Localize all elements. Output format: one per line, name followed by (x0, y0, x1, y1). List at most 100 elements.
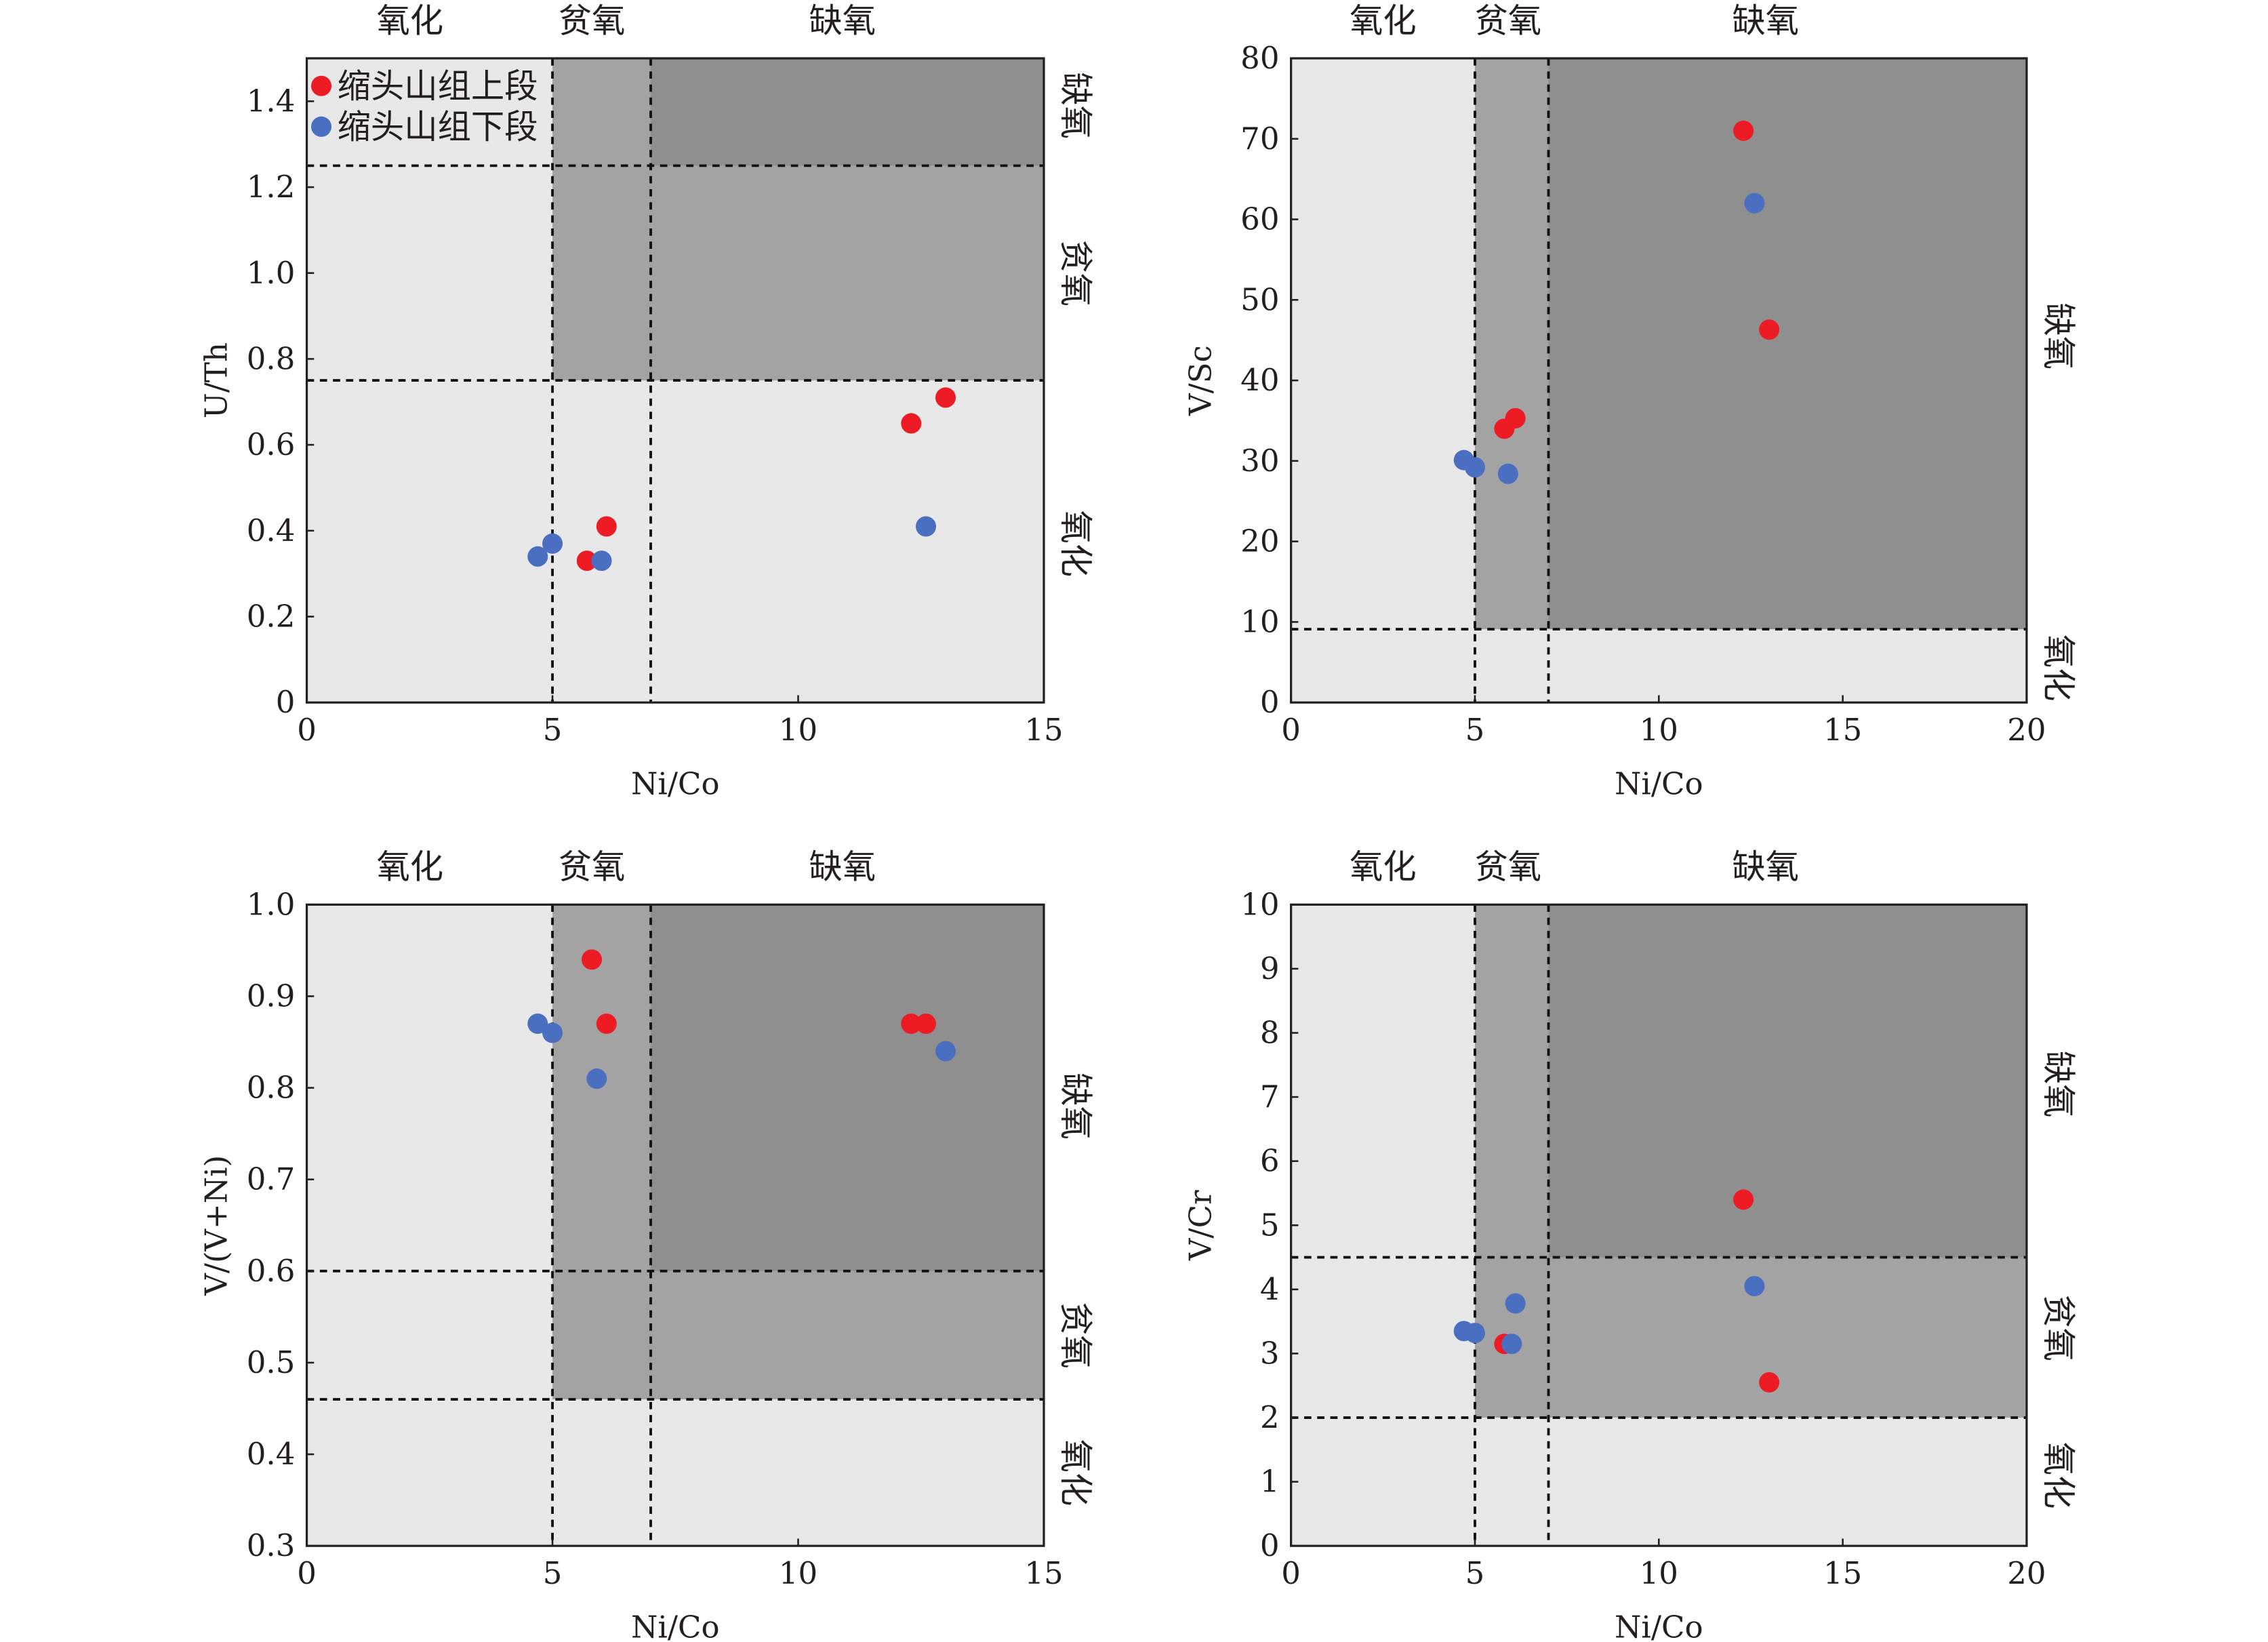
data-point-blue (1464, 1323, 1485, 1344)
data-point-blue (542, 1022, 563, 1043)
y-tick-label: 30 (1240, 443, 1279, 479)
y-axis-label: V/Sc (1183, 345, 1219, 416)
y-tick-label: 1.0 (247, 886, 296, 922)
y-tick-label: 2 (1260, 1399, 1280, 1435)
y-tick-label: 0.6 (247, 426, 296, 462)
zone-label-right: 氧化 (1056, 510, 1095, 577)
y-tick-label: 20 (1240, 523, 1279, 559)
data-point-blue (542, 533, 563, 554)
zone-label-top: 贫氧 (1474, 1, 1541, 40)
x-axis-label: Ni/Co (631, 1609, 720, 1642)
y-tick-label: 0.7 (247, 1161, 296, 1197)
zone-label-top: 缺氧 (809, 1, 876, 40)
data-point-red (596, 516, 617, 537)
legend-marker (311, 75, 332, 96)
data-point-red (1733, 1189, 1754, 1210)
x-tick-label: 0 (297, 1555, 317, 1591)
y-tick-label: 3 (1260, 1335, 1280, 1371)
x-tick-label: 0 (1281, 712, 1301, 748)
y-tick-label: 6 (1260, 1143, 1280, 1179)
data-point-red (916, 1013, 937, 1035)
y-tick-label: 10 (1240, 886, 1279, 922)
y-tick-label: 0.5 (247, 1344, 296, 1380)
y-tick-label: 1 (1260, 1464, 1280, 1500)
x-tick-label: 10 (1640, 1555, 1678, 1591)
data-point-red (596, 1013, 617, 1035)
zone-label-top: 氧化 (376, 847, 443, 887)
zone-label-top: 贫氧 (1474, 847, 1541, 887)
plot-frame (305, 903, 1045, 1547)
x-tick-label: 15 (1823, 1555, 1862, 1591)
zone-label-top: 贫氧 (559, 847, 626, 887)
zone-label-right: 贫氧 (2039, 1294, 2078, 1361)
legend-label: 缩头山组上段 (338, 66, 538, 106)
y-tick-label: 0.3 (247, 1527, 296, 1563)
zone-label-top: 贫氧 (559, 1, 626, 40)
zone-label-right: 氧化 (1056, 1439, 1095, 1506)
y-tick-label: 40 (1240, 362, 1279, 398)
y-tick-label: 8 (1260, 1015, 1280, 1051)
zone-label-right: 贫氧 (1056, 1302, 1095, 1369)
data-point-blue (1744, 1276, 1765, 1297)
zone-label-right: 贫氧 (1056, 239, 1095, 306)
x-axis-label: Ni/Co (631, 765, 720, 801)
y-tick-label: 50 (1240, 281, 1279, 317)
x-tick-label: 15 (1024, 712, 1063, 748)
x-axis-label: Ni/Co (1615, 765, 1703, 801)
y-tick-label: 0.4 (247, 513, 296, 548)
zone-label-right: 氧化 (2039, 635, 2078, 702)
data-point-blue (527, 546, 548, 567)
x-tick-label: 5 (1465, 712, 1485, 748)
data-point-red (935, 387, 956, 408)
zone-label-right: 缺氧 (1056, 1073, 1095, 1140)
data-point-red (901, 413, 922, 434)
y-tick-label: 1.4 (247, 83, 296, 119)
data-point-blue (916, 516, 937, 537)
zone-label-top: 氧化 (1350, 847, 1417, 887)
data-point-red (1505, 407, 1526, 428)
x-tick-label: 5 (543, 712, 563, 748)
y-tick-label: 0.9 (247, 978, 296, 1014)
chart-panel-1: 0 5 10 1500.20.40.60.81.01.21.4Ni/CoU/Th氧化贫… (199, 1, 1095, 801)
data-point-red (582, 949, 603, 970)
data-point-blue (586, 1068, 607, 1089)
y-tick-label: 0 (1260, 684, 1280, 720)
legend-marker (311, 116, 332, 137)
zone-label-right: 氧化 (2039, 1442, 2078, 1509)
x-tick-label: 10 (779, 1555, 817, 1591)
data-point-red (1759, 1372, 1780, 1393)
y-tick-label: 5 (1260, 1207, 1280, 1243)
y-tick-label: 0.8 (247, 1070, 296, 1106)
y-tick-label: 0.8 (247, 340, 296, 376)
y-tick-label: 1.0 (247, 255, 296, 291)
plot-frame (305, 57, 1045, 704)
x-tick-label: 15 (1024, 1555, 1063, 1591)
y-tick-label: 70 (1240, 121, 1279, 157)
x-tick-label: 20 (2007, 1555, 2046, 1591)
y-tick-label: 4 (1260, 1271, 1280, 1307)
data-point-red (901, 1013, 922, 1035)
x-tick-label: 0 (297, 712, 317, 748)
y-axis-label: U/Th (199, 342, 235, 418)
x-tick-label: 10 (779, 712, 817, 748)
x-axis-label: Ni/Co (1615, 1609, 1703, 1642)
y-tick-label: 80 (1240, 40, 1279, 76)
zone-dark (651, 58, 1045, 166)
y-axis-label: V/Cr (1183, 1190, 1219, 1261)
y-axis-label: V/(V+Ni) (199, 1155, 235, 1296)
y-tick-label: 10 (1240, 603, 1279, 639)
data-point-red (1733, 120, 1754, 141)
zone-label-top: 缺氧 (1732, 847, 1799, 887)
data-point-red (1759, 319, 1780, 340)
y-tick-label: 0 (1260, 1527, 1280, 1563)
data-point-blue (1464, 457, 1485, 478)
x-tick-label: 10 (1640, 712, 1678, 748)
x-tick-label: 20 (2007, 712, 2046, 748)
y-tick-label: 0.2 (247, 599, 296, 635)
zone-dark (1548, 904, 2027, 1258)
data-point-blue (1501, 1334, 1522, 1355)
zone-label-right: 缺氧 (2039, 1051, 2078, 1118)
